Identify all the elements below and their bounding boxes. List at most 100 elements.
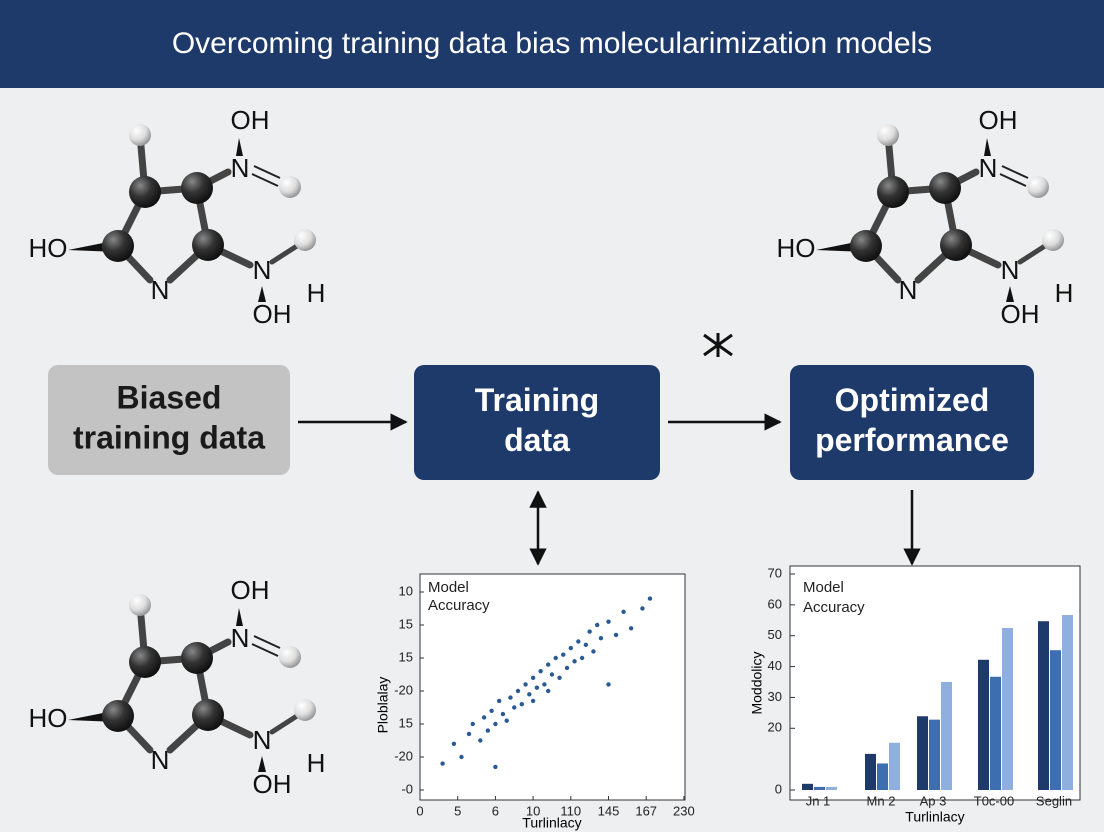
atom-label: H xyxy=(307,278,326,308)
flow-box-label: training data xyxy=(73,419,265,455)
bond xyxy=(269,241,303,265)
y-tick-label: 60 xyxy=(768,596,782,611)
y-tick-label: 10 xyxy=(399,583,413,598)
hydrogen-atom xyxy=(279,646,301,668)
hydrogen-atom xyxy=(129,594,151,616)
chart-frame xyxy=(419,573,686,801)
atom-label: N xyxy=(899,275,918,305)
scatter-point xyxy=(478,738,483,743)
scatter-point xyxy=(527,692,532,697)
atom-label: OH xyxy=(979,105,1018,135)
scatter-point xyxy=(542,682,547,687)
scatter-point xyxy=(587,629,592,634)
hydrogen-atom xyxy=(1027,176,1049,198)
scatter-point xyxy=(564,665,570,671)
x-tick-label: 167 xyxy=(635,803,657,818)
atom-label: HO xyxy=(29,233,68,263)
wedge xyxy=(1006,286,1014,302)
bar xyxy=(941,682,952,790)
scatter-point xyxy=(508,695,513,700)
bar xyxy=(1002,628,1013,790)
scatter-point xyxy=(493,764,498,770)
carbon-atom xyxy=(192,229,224,261)
scatter-point xyxy=(576,639,581,644)
atom-label: N xyxy=(151,275,170,305)
double-bond xyxy=(253,165,281,179)
double-bond xyxy=(253,635,281,649)
hydrogen-atom xyxy=(279,176,301,198)
scatter-point xyxy=(606,682,611,687)
carbon-atom xyxy=(850,230,882,262)
x-tick-label: 110 xyxy=(560,803,581,818)
atom-label: HO xyxy=(777,233,816,263)
molecule: OH N HO N N H OH xyxy=(29,105,326,329)
scatter-point xyxy=(481,715,487,720)
x-tick-label: 145 xyxy=(598,803,620,818)
double-bond xyxy=(999,173,1027,187)
y-tick-label: -20 xyxy=(394,682,413,697)
y-axis-label: Ploblalay xyxy=(375,677,391,734)
hydrogen-atom xyxy=(129,124,151,146)
flow-box xyxy=(414,365,660,480)
scatter-point xyxy=(647,596,653,601)
scatter-point xyxy=(523,682,528,687)
carbon-atom xyxy=(102,230,134,262)
atom-label: H xyxy=(307,748,326,778)
bond xyxy=(1017,241,1051,265)
bar xyxy=(1062,615,1073,790)
carbon-atom xyxy=(129,646,161,678)
legend-text: Accuracy xyxy=(428,597,490,614)
scatter-point xyxy=(606,619,611,624)
bar xyxy=(826,786,837,790)
flow-box-label: Optimized xyxy=(835,382,990,418)
hydrogen-atom xyxy=(1042,229,1064,251)
y-tick-label: 20 xyxy=(768,720,782,735)
hydrogen-atom xyxy=(294,229,316,251)
x-tick-label: Seglin xyxy=(1036,793,1072,808)
double-bond xyxy=(1001,165,1029,179)
scatter-point xyxy=(538,669,543,674)
atom-label: OH xyxy=(253,769,292,799)
hydrogen-atom xyxy=(877,124,899,146)
atom-label: H xyxy=(1055,278,1074,308)
molecule: OH N HO N N H OH xyxy=(29,575,326,799)
x-tick-label: 0 xyxy=(416,803,423,818)
scatter-point xyxy=(496,698,502,704)
scatter-point xyxy=(530,675,536,680)
legend-text: Model xyxy=(803,579,844,596)
y-tick-label: 15 xyxy=(399,649,413,664)
scatter-point xyxy=(489,708,494,713)
scatter-point xyxy=(572,659,577,664)
flow-box-label: Biased xyxy=(117,379,222,415)
atom-label: HO xyxy=(29,703,68,733)
scatter-point xyxy=(515,688,521,694)
atom-label: OH xyxy=(231,575,270,605)
scatter-point xyxy=(561,652,566,657)
bar xyxy=(814,786,825,790)
carbon-atom xyxy=(102,700,134,732)
x-axis-label: Turlinlacy xyxy=(905,809,964,825)
scatter-point xyxy=(440,761,445,766)
carbon-atom xyxy=(129,176,161,208)
scatter-point xyxy=(466,731,472,737)
bar xyxy=(1038,621,1049,790)
scatter-point xyxy=(591,649,596,654)
atom-label: N xyxy=(151,745,170,775)
y-tick-label: -0 xyxy=(401,781,413,796)
scatter-point xyxy=(628,626,634,631)
bar xyxy=(802,783,813,790)
y-tick-label: 40 xyxy=(768,658,782,673)
carbon-atom xyxy=(929,172,961,204)
y-tick-label: 15 xyxy=(399,616,413,631)
carbon-atom xyxy=(940,229,972,261)
x-tick-label: Jn 1 xyxy=(806,793,831,808)
scatter-point xyxy=(549,672,555,677)
scatter-point xyxy=(459,754,464,760)
hydrogen-atom xyxy=(294,699,316,721)
scatter-point xyxy=(557,675,562,680)
legend-text: Model xyxy=(428,579,469,596)
bar xyxy=(877,763,888,790)
y-tick-label: 30 xyxy=(768,689,782,704)
